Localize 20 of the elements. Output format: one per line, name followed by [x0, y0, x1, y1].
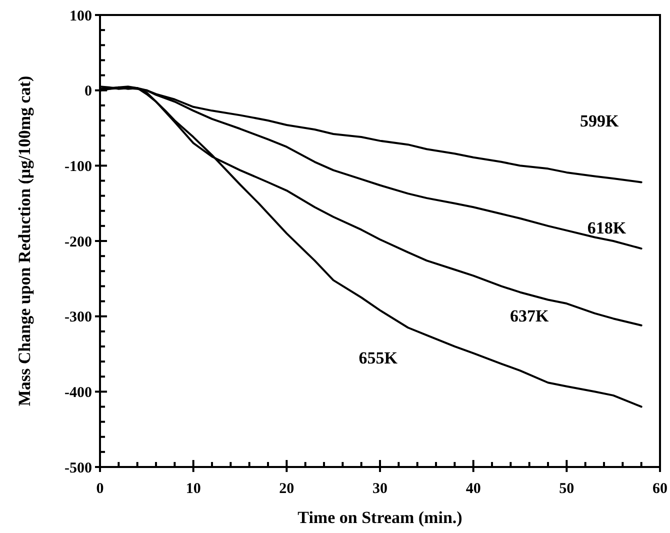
- x-tick-label: 0: [96, 481, 104, 497]
- y-tick-label: 0: [84, 84, 92, 100]
- x-tick-label: 20: [279, 481, 294, 497]
- series-label: 655K: [358, 348, 398, 368]
- x-tick-label: 50: [559, 481, 574, 497]
- x-tick-label: 60: [652, 481, 668, 497]
- x-tick-label: 40: [466, 481, 481, 497]
- series-label: 637K: [510, 306, 550, 326]
- y-tick-label: -500: [64, 460, 92, 476]
- y-tick-label: -100: [64, 158, 92, 175]
- y-tick-label: -400: [64, 384, 92, 401]
- x-tick-label: 10: [186, 481, 201, 497]
- y-tick-label: 100: [70, 8, 92, 24]
- x-tick-label: 30: [372, 481, 388, 497]
- text: 599K: [580, 111, 620, 130]
- series-label: 618K: [587, 218, 627, 238]
- x-axis-title: Time on Stream (min.): [298, 508, 462, 527]
- y-tick-label: -200: [64, 234, 92, 250]
- y-tick-label: -300: [64, 310, 92, 326]
- y-axis-title: Mass Change upon Reduction (μg/100mg cat): [15, 76, 34, 406]
